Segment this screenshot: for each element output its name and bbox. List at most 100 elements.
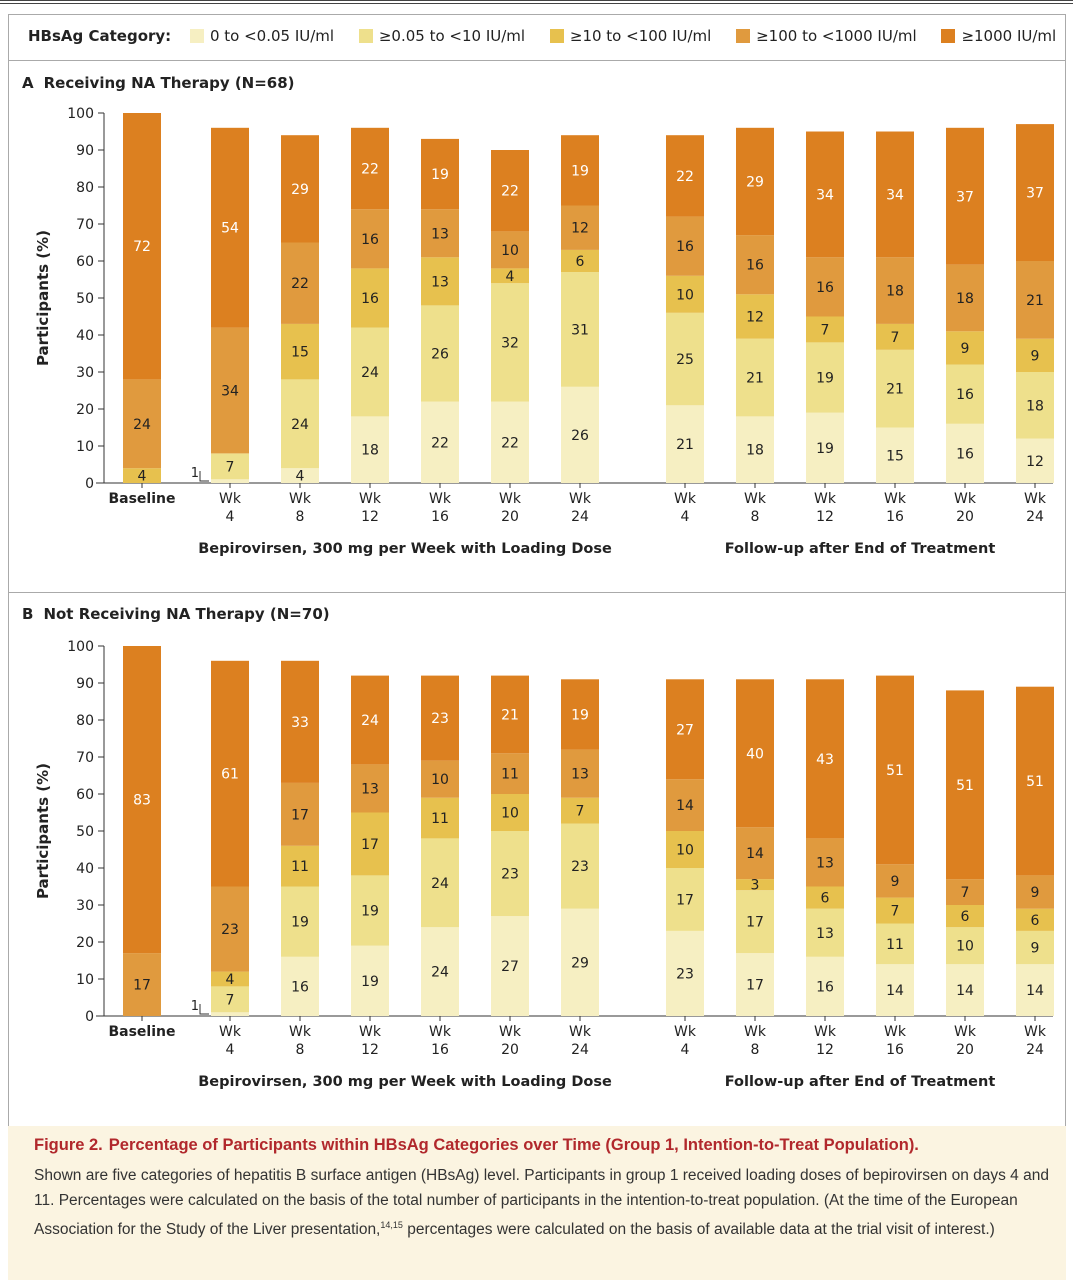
- data-label: 16: [816, 280, 834, 296]
- y-tick-label: 40: [76, 861, 94, 877]
- bar-segment: [806, 838, 844, 887]
- bar-segment: [876, 349, 914, 428]
- caption-body-text: Shown are five categories of hepatitis B…: [34, 1167, 1049, 1239]
- data-label: 7: [226, 992, 235, 1008]
- bar-segment: [1016, 338, 1054, 372]
- legend-item: ≥100 to <1000 IU/ml: [736, 27, 917, 45]
- x-tick-label: Wk: [884, 491, 907, 507]
- x-tick-label: Wk: [219, 491, 242, 507]
- x-tick-label: Wk: [814, 1024, 837, 1040]
- x-tick-label: Wk: [744, 1024, 767, 1040]
- bar-segment: [1016, 875, 1054, 909]
- data-label: 14: [956, 983, 974, 999]
- y-tick-label: 60: [76, 787, 94, 803]
- x-tick-label: Wk: [1024, 1024, 1047, 1040]
- data-label: 51: [1026, 774, 1044, 790]
- bar-segment: [736, 127, 774, 236]
- bar-segment: [281, 845, 319, 887]
- data-label: 9: [891, 874, 900, 890]
- bar-segment: [876, 964, 914, 1016]
- bar-segment: [421, 760, 459, 798]
- data-label: 29: [571, 955, 589, 971]
- data-label: 19: [571, 163, 589, 179]
- legend-label: 0 to <0.05 IU/ml: [209, 27, 335, 45]
- legend: HBsAg Category: 0 to <0.05 IU/ml ≥0.05 t…: [28, 27, 1073, 49]
- bar-segment: [561, 249, 599, 273]
- data-label: 29: [746, 174, 764, 190]
- bar-segment: [946, 127, 984, 265]
- bar-segment: [281, 886, 319, 957]
- data-label: 72: [133, 239, 151, 255]
- data-label: 32: [501, 335, 519, 351]
- bar-segment: [281, 323, 319, 380]
- caption-body-text-end: percentages were calculated on the basis…: [402, 1221, 995, 1239]
- data-label: 17: [133, 978, 151, 994]
- x-tick-label: 8: [296, 1042, 305, 1058]
- legend-swatch: [736, 29, 751, 43]
- x-tick-label: Baseline: [108, 1024, 175, 1040]
- data-label: 51: [886, 763, 904, 779]
- data-label: 18: [886, 284, 904, 300]
- bar-segment: [806, 131, 844, 258]
- data-label: 13: [571, 767, 589, 783]
- bar-segment: [491, 794, 529, 831]
- bar-segment: [421, 675, 459, 761]
- data-label: 23: [676, 966, 694, 982]
- data-label: 83: [133, 793, 151, 809]
- x-tick-label: 4: [226, 1042, 235, 1058]
- x-tick-label: 16: [886, 1042, 904, 1058]
- bar-segment: [351, 875, 389, 946]
- caption-figure-label: Figure 2.: [34, 1136, 103, 1154]
- x-tick-label: 4: [681, 509, 690, 525]
- x-tick-label: Wk: [744, 491, 767, 507]
- legend-divider: [8, 60, 1066, 61]
- x-tick-label: 24: [571, 509, 589, 525]
- legend-swatch: [358, 29, 373, 43]
- y-tick-label: 70: [76, 750, 94, 766]
- x-tick-label: 16: [431, 509, 449, 525]
- data-label: 18: [956, 291, 974, 307]
- data-label: 16: [956, 446, 974, 462]
- data-label: 16: [361, 232, 379, 248]
- data-label: 40: [746, 746, 764, 762]
- data-label: 9: [1031, 941, 1040, 957]
- data-label: 6: [1031, 913, 1040, 929]
- data-label: 11: [291, 859, 309, 875]
- data-label: 33: [291, 715, 309, 731]
- x-tick-label: 8: [751, 1042, 760, 1058]
- data-label: 16: [816, 979, 834, 995]
- bar-segment: [491, 675, 529, 754]
- data-label: 11: [886, 937, 904, 953]
- data-label: 29: [291, 182, 309, 198]
- bar-segment: [1016, 438, 1054, 483]
- bar-segment: [421, 138, 459, 210]
- bar-segment: [491, 268, 529, 284]
- data-label: 10: [431, 772, 449, 788]
- bar-segment: [806, 257, 844, 317]
- data-label: 7: [891, 904, 900, 920]
- data-label: 1: [191, 466, 199, 481]
- bar-segment: [211, 986, 249, 1013]
- bar-segment: [351, 812, 389, 876]
- x-tick-label: Wk: [884, 1024, 907, 1040]
- data-label: 24: [361, 713, 379, 729]
- data-label: 23: [571, 859, 589, 875]
- data-label: 13: [361, 781, 379, 797]
- bar-segment: [736, 294, 774, 339]
- x-tick-label: 12: [816, 509, 834, 525]
- y-tick-label: 80: [76, 180, 94, 196]
- bar-segment: [281, 468, 319, 483]
- bar-segment: [211, 660, 249, 887]
- bar-segment: [561, 272, 599, 387]
- data-label: 12: [1026, 454, 1044, 470]
- data-label: 7: [891, 330, 900, 346]
- y-tick-label: 100: [67, 106, 94, 122]
- data-label: 6: [821, 891, 830, 907]
- bar-segment: [806, 956, 844, 1016]
- data-label: 14: [676, 798, 694, 814]
- x-tick-label: Baseline: [108, 491, 175, 507]
- data-label: 18: [746, 443, 764, 459]
- data-label: 16: [361, 291, 379, 307]
- data-label: 10: [956, 939, 974, 955]
- bar-segment: [491, 831, 529, 917]
